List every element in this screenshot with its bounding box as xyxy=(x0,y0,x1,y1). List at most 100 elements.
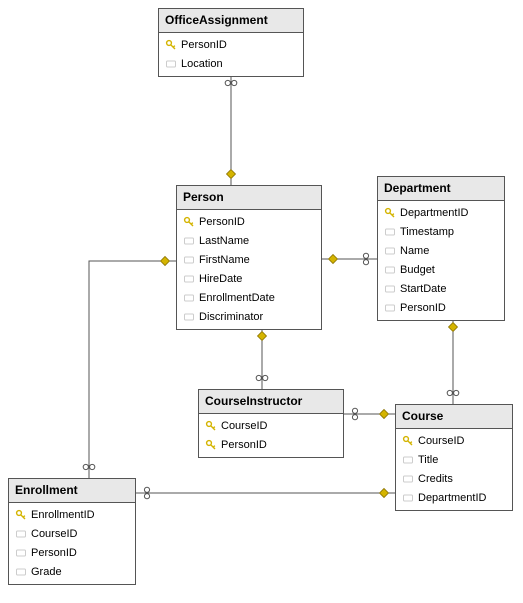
connector-end-inf xyxy=(225,80,237,85)
entity-department[interactable]: Department DepartmentID Timestamp Name B… xyxy=(377,176,505,321)
primary-key-icon xyxy=(181,215,197,229)
column-list: DepartmentID Timestamp Name Budget Start… xyxy=(378,201,504,320)
connector-end-key xyxy=(161,257,170,266)
column-list: PersonID LastName FirstName HireDate Enr… xyxy=(177,210,321,329)
connector-end-inf xyxy=(256,375,268,380)
column-icon xyxy=(400,491,416,505)
column-name: DepartmentID xyxy=(418,492,486,504)
column-row: CourseID xyxy=(396,431,512,450)
column-icon xyxy=(382,225,398,239)
column-row: EnrollmentID xyxy=(9,505,135,524)
column-list: EnrollmentID CourseID PersonID Grade xyxy=(9,503,135,584)
entity-officeassignment[interactable]: OfficeAssignment PersonID Location xyxy=(158,8,304,77)
connector-department-course xyxy=(447,316,459,404)
column-icon xyxy=(181,310,197,324)
primary-key-icon xyxy=(382,206,398,220)
entity-title: Department xyxy=(378,177,504,201)
entity-title: CourseInstructor xyxy=(199,390,343,414)
column-row: HireDate xyxy=(177,269,321,288)
column-name: PersonID xyxy=(181,39,227,51)
column-name: Timestamp xyxy=(400,226,454,238)
connector-end-key xyxy=(380,489,389,498)
entity-title: OfficeAssignment xyxy=(159,9,303,33)
connector-end-inf xyxy=(352,408,357,420)
column-row: PersonID xyxy=(199,435,343,454)
connector-end-inf xyxy=(144,487,149,499)
column-list: PersonID Location xyxy=(159,33,303,76)
column-name: Title xyxy=(418,454,438,466)
primary-key-icon xyxy=(13,508,29,522)
primary-key-icon xyxy=(203,419,219,433)
connector-person-enrollment xyxy=(83,257,176,479)
er-diagram: OfficeAssignment PersonID LocationPerson… xyxy=(0,0,523,603)
column-list: CourseID Title Credits DepartmentID xyxy=(396,429,512,510)
connector-office-person xyxy=(225,72,237,185)
column-name: CourseID xyxy=(31,528,77,540)
column-icon xyxy=(181,253,197,267)
column-row: CourseID xyxy=(9,524,135,543)
column-name: Budget xyxy=(400,264,435,276)
column-name: EnrollmentDate xyxy=(199,292,275,304)
connector-person-courseinstructor xyxy=(256,325,268,389)
connector-course-enrollment xyxy=(136,487,395,499)
column-row: DepartmentID xyxy=(396,488,512,507)
column-icon xyxy=(400,472,416,486)
primary-key-icon xyxy=(400,434,416,448)
column-row: Timestamp xyxy=(378,222,504,241)
column-icon xyxy=(163,57,179,71)
column-name: EnrollmentID xyxy=(31,509,95,521)
connector-end-key xyxy=(258,332,267,341)
column-name: FirstName xyxy=(199,254,250,266)
column-row: FirstName xyxy=(177,250,321,269)
column-row: Discriminator xyxy=(177,307,321,326)
column-name: Grade xyxy=(31,566,62,578)
connector-courseinstructor-course xyxy=(344,408,395,420)
column-name: PersonID xyxy=(199,216,245,228)
column-icon xyxy=(13,527,29,541)
entity-courseinstructor[interactable]: CourseInstructor CourseID PersonID xyxy=(198,389,344,458)
column-row: Location xyxy=(159,54,303,73)
column-icon xyxy=(382,282,398,296)
connector-end-key xyxy=(227,170,236,179)
entity-title: Person xyxy=(177,186,321,210)
entity-title: Enrollment xyxy=(9,479,135,503)
column-list: CourseID PersonID xyxy=(199,414,343,457)
column-icon xyxy=(13,565,29,579)
entity-course[interactable]: Course CourseID Title Credits Department… xyxy=(395,404,513,511)
primary-key-icon xyxy=(203,438,219,452)
entity-person[interactable]: Person PersonID LastName FirstName HireD… xyxy=(176,185,322,330)
column-row: EnrollmentDate xyxy=(177,288,321,307)
column-name: PersonID xyxy=(221,439,267,451)
column-row: Name xyxy=(378,241,504,260)
column-row: PersonID xyxy=(378,298,504,317)
column-name: Credits xyxy=(418,473,453,485)
column-name: HireDate xyxy=(199,273,242,285)
column-name: CourseID xyxy=(418,435,464,447)
column-name: Location xyxy=(181,58,223,70)
column-icon xyxy=(382,301,398,315)
column-icon xyxy=(382,244,398,258)
connector-end-inf xyxy=(83,464,95,469)
connector-person-department xyxy=(322,253,377,265)
primary-key-icon xyxy=(163,38,179,52)
column-icon xyxy=(382,263,398,277)
connector-end-key xyxy=(449,323,458,332)
column-name: CourseID xyxy=(221,420,267,432)
column-icon xyxy=(400,453,416,467)
column-row: LastName xyxy=(177,231,321,250)
connector-end-key xyxy=(329,255,338,264)
column-row: DepartmentID xyxy=(378,203,504,222)
column-name: Discriminator xyxy=(199,311,263,323)
column-name: PersonID xyxy=(31,547,77,559)
connector-end-inf xyxy=(447,390,459,395)
column-name: Name xyxy=(400,245,429,257)
column-row: Grade xyxy=(9,562,135,581)
column-icon xyxy=(181,272,197,286)
column-name: StartDate xyxy=(400,283,446,295)
column-name: PersonID xyxy=(400,302,446,314)
column-row: PersonID xyxy=(177,212,321,231)
entity-enrollment[interactable]: Enrollment EnrollmentID CourseID PersonI… xyxy=(8,478,136,585)
column-row: CourseID xyxy=(199,416,343,435)
column-row: Credits xyxy=(396,469,512,488)
column-icon xyxy=(13,546,29,560)
